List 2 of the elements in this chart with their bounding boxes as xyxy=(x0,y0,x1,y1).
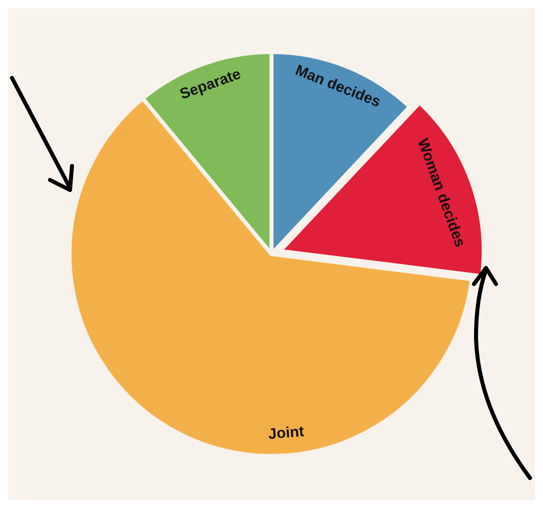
slice-label: Joint xyxy=(268,423,305,443)
slice-label: Woman decides xyxy=(414,136,468,250)
